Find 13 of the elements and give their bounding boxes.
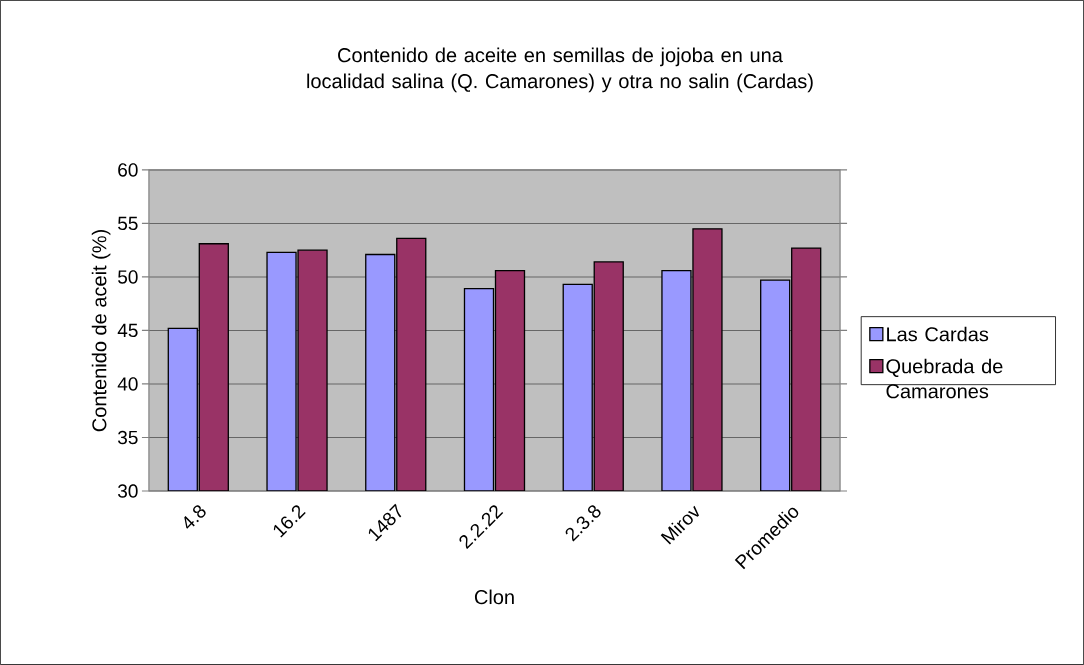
y-axis-title: Contenido de aceit (%)	[91, 230, 111, 432]
y-tick-label: 60	[118, 163, 138, 177]
y-tick-label: 50	[118, 270, 138, 284]
y-tick-label: 55	[118, 216, 138, 231]
legend-label: Las Cardas	[887, 326, 989, 342]
y-tick-label: 40	[117, 377, 138, 391]
legend-label: Quebrada de Camarones	[886, 358, 1003, 399]
x-tick-label: 4.8	[184, 505, 206, 529]
y-tick-label: 35	[117, 430, 138, 445]
x-axis-title: Clon	[474, 589, 514, 605]
y-tick-label: 45	[117, 323, 138, 338]
chart-title: Contenido de aceite en semillas de jojoba en una localidad salina (Q. Camarones) y otra no salin (Cardas)	[307, 47, 813, 93]
y-tick-label: 30	[117, 484, 138, 498]
